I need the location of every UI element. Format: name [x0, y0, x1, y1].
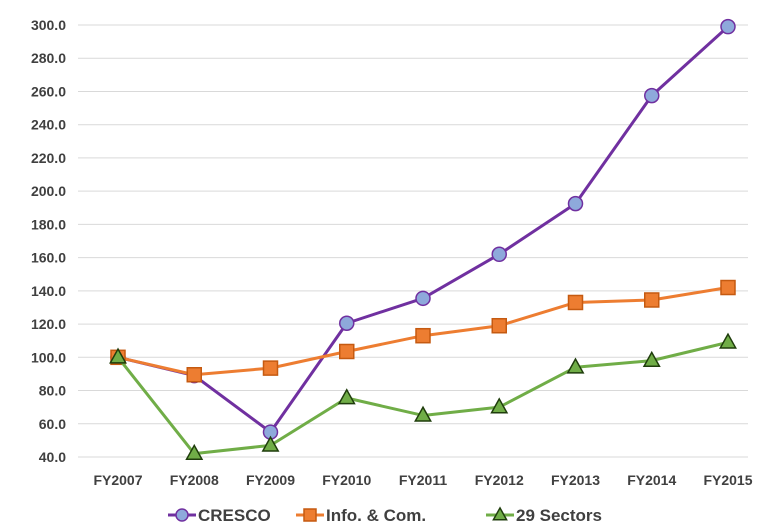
series-layer: [109, 18, 737, 461]
data-point: [644, 87, 660, 104]
y-tick-label: 160.0: [31, 250, 66, 266]
data-point: [261, 435, 280, 452]
y-tick-label: 120.0: [31, 316, 66, 332]
data-point: [339, 343, 355, 360]
data-point: [642, 350, 661, 367]
data-point: [491, 317, 507, 334]
legend-label: CRESCO: [198, 506, 271, 525]
x-axis-tick-labels: FY2007 FY2008 FY2009 FY2010 FY2011 FY2012 FY20…: [93, 472, 752, 488]
data-point: [720, 18, 736, 35]
data-point: [339, 315, 355, 331]
data-point: [644, 292, 660, 308]
y-tick-label: 280.0: [31, 50, 66, 66]
legend-entry: CRESCO: [168, 506, 271, 525]
data-point: [185, 443, 204, 461]
x-tick-label: FY2012: [475, 472, 524, 488]
gridlines: [78, 24, 748, 458]
data-point: [567, 294, 584, 311]
legend: CRESCO Info. & Com. 29 Sectors: [168, 506, 602, 525]
legend-label: Info. & Com.: [326, 506, 426, 525]
series-line: [116, 340, 729, 456]
data-point: [719, 332, 737, 349]
x-tick-label: FY2008: [170, 472, 219, 488]
legend-swatch-marker: [492, 506, 508, 521]
x-tick-label: FY2007: [93, 472, 142, 488]
legend-label: 29 Sectors: [516, 506, 602, 525]
y-tick-label: 140.0: [31, 283, 66, 299]
y-tick-label: 240.0: [31, 117, 66, 133]
legend-entry: Info. & Com.: [296, 506, 426, 525]
x-tick-label: FY2011: [399, 472, 447, 488]
y-tick-label: 200.0: [31, 183, 66, 199]
legend-swatch-marker: [175, 508, 189, 522]
data-point: [414, 405, 432, 422]
y-tick-label: 100.0: [31, 349, 66, 365]
y-tick-label: 60.0: [39, 416, 66, 432]
data-point: [337, 388, 356, 405]
series-line: [117, 25, 730, 434]
series-0: [110, 18, 736, 440]
x-tick-label: FY2010: [322, 472, 371, 488]
data-point: [491, 246, 507, 263]
legend-entry: 29 Sectors: [486, 506, 602, 525]
data-point: [567, 195, 584, 212]
y-tick-label: 300.0: [31, 17, 66, 33]
x-tick-label: FY2013: [551, 472, 600, 488]
data-point: [490, 397, 509, 414]
series-2: [109, 332, 737, 461]
x-tick-label: FY2015: [703, 472, 752, 488]
y-tick-label: 260.0: [31, 83, 66, 99]
y-tick-label: 180.0: [31, 216, 66, 232]
data-point: [186, 367, 202, 383]
y-tick-label: 80.0: [39, 383, 66, 399]
legend-swatch-marker: [303, 508, 317, 522]
data-point: [720, 279, 736, 296]
data-point: [415, 290, 431, 307]
data-point: [262, 360, 279, 376]
x-tick-label: FY2014: [627, 472, 676, 488]
y-tick-label: 220.0: [31, 150, 66, 166]
y-tick-label: 40.0: [39, 449, 66, 465]
data-point: [415, 327, 431, 344]
data-point: [109, 347, 127, 364]
y-axis-tick-labels: 40.0 60.0 80.0 100.0 120.0 140.0 160.0 180.0 200…: [31, 17, 66, 465]
x-tick-label: FY2009: [246, 472, 295, 488]
data-point: [566, 357, 585, 374]
